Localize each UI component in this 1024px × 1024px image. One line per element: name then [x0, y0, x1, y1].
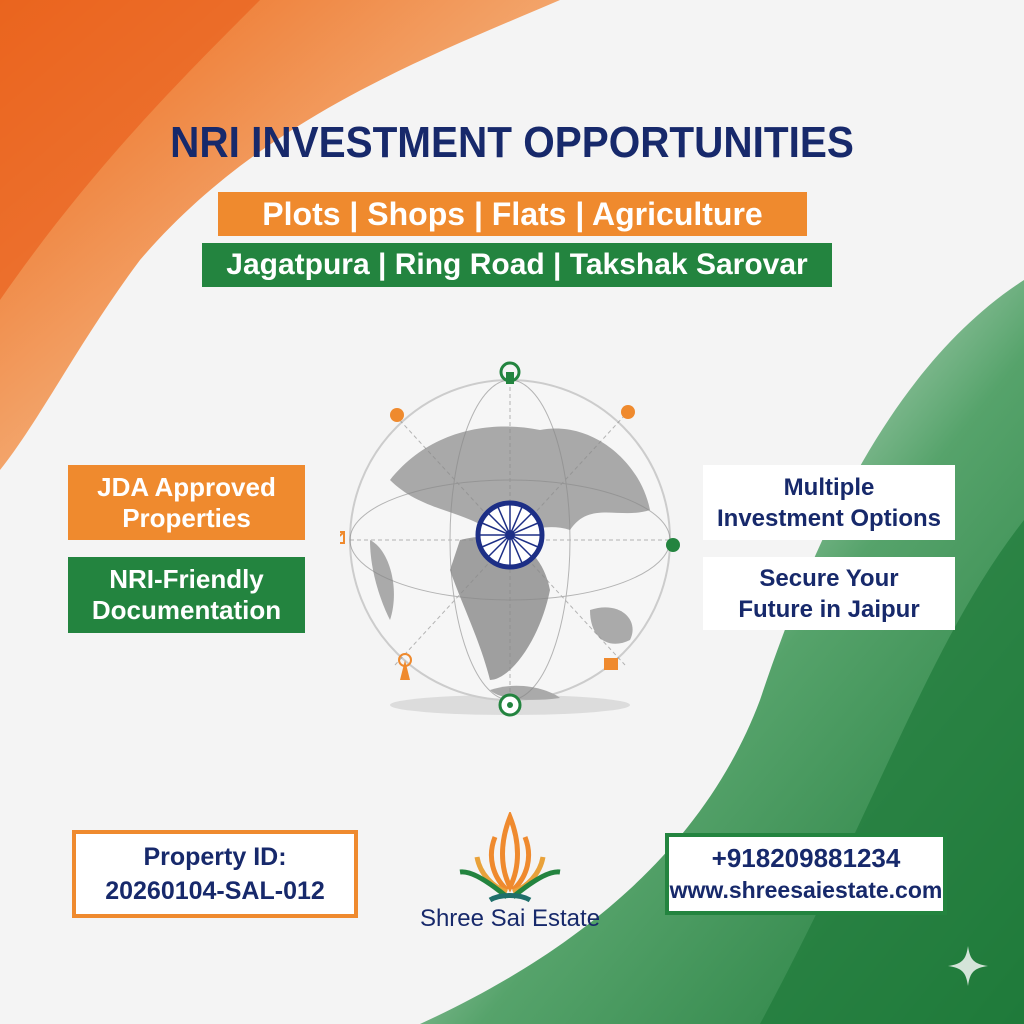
feature-line: Multiple: [783, 473, 875, 501]
feature-line: JDA Approved: [97, 471, 276, 502]
feature-line: Future in Jaipur: [738, 595, 920, 623]
satellite-icon: [666, 538, 680, 552]
feature-nri-friendly: NRI-Friendly Documentation: [68, 557, 305, 633]
tower-icon: [398, 653, 412, 680]
website-link[interactable]: www.shreesaiestate.com: [669, 877, 943, 903]
sparkle-icon: [948, 946, 988, 986]
feature-line: Secure Your: [759, 564, 899, 592]
satellite-icon: [390, 408, 404, 422]
feature-line: Properties: [122, 502, 251, 533]
property-types-banner: Plots | Shops | Flats | Agriculture: [218, 192, 807, 236]
video-icon: [604, 658, 618, 670]
location-pin-icon: [498, 693, 522, 717]
feature-line: NRI-Friendly: [109, 564, 264, 594]
feature-secure-future: Secure Your Future in Jaipur: [703, 557, 955, 630]
lotus-logo-icon: [459, 812, 561, 903]
locations-banner: Jagatpura | Ring Road | Takshak Sarovar: [202, 243, 832, 287]
property-id-label: Property ID:: [143, 843, 287, 871]
property-id-value: 20260104-SAL-012: [105, 877, 325, 905]
feature-line: Investment Options: [716, 504, 942, 532]
brand-name: Shree Sai Estate: [419, 905, 601, 932]
feature-multiple-options: Multiple Investment Options: [703, 465, 955, 540]
phone-number[interactable]: +918209881234: [711, 843, 901, 873]
property-id-card: Property ID: 20260104-SAL-012: [72, 830, 358, 918]
mail-icon: [340, 531, 345, 544]
feature-jda-approved: JDA Approved Properties: [68, 465, 305, 540]
page-title: NRI INVESTMENT OPPORTUNITIES: [170, 118, 854, 167]
ashoka-chakra-icon: [475, 500, 545, 570]
contact-card: +918209881234 www.shreesaiestate.com: [665, 833, 947, 915]
globe-icon: [340, 361, 680, 717]
feature-line: Documentation: [91, 595, 282, 625]
satellite-icon: [621, 405, 635, 419]
satellite-icon: [499, 361, 521, 384]
